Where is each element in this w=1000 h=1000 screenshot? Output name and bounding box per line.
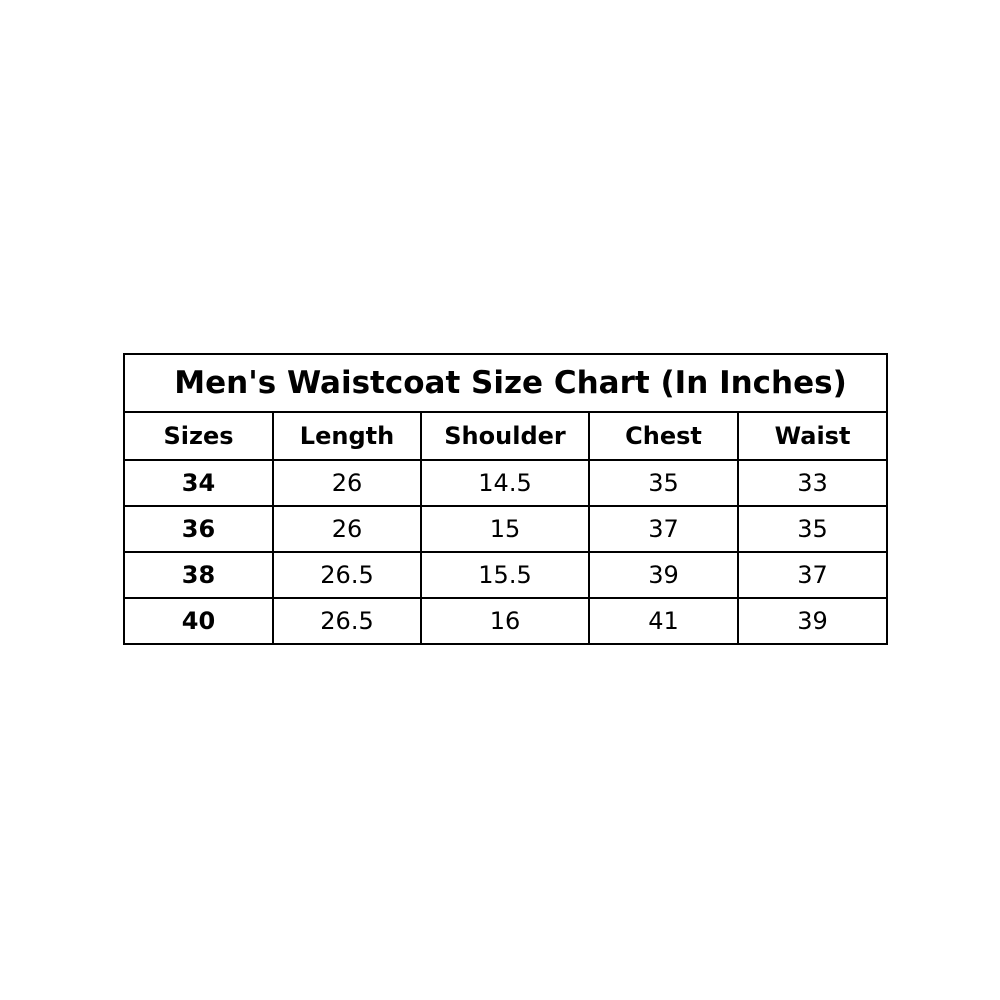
cell-size: 40: [123, 597, 274, 645]
cell-size: 38: [123, 551, 274, 599]
cell-waist: 35: [736, 505, 889, 553]
cell-waist: 37: [736, 551, 889, 599]
table-row: 34 26 14.5 35 33: [123, 459, 889, 507]
size-chart-table: Men's Waistcoat Size Chart (In Inches) S…: [122, 353, 889, 645]
cell-waist: 39: [736, 597, 889, 645]
cell-chest: 41: [588, 597, 739, 645]
cell-length: 26.5: [272, 597, 422, 645]
cell-length: 26.5: [272, 551, 422, 599]
title-row: Men's Waistcoat Size Chart (In Inches): [122, 353, 889, 413]
table-row: 36 26 15 37 35: [123, 505, 889, 553]
cell-size: 36: [123, 505, 274, 553]
table-row: 40 26.5 16 41 39: [123, 597, 889, 645]
cell-shoulder: 15.5: [420, 551, 590, 599]
cell-length: 26: [272, 459, 422, 507]
table-row: 38 26.5 15.5 39 37: [123, 551, 889, 599]
header-waist: Waist: [736, 411, 889, 461]
cell-chest: 35: [588, 459, 739, 507]
cell-size: 34: [123, 459, 274, 507]
header-shoulder: Shoulder: [420, 411, 590, 461]
header-chest: Chest: [588, 411, 739, 461]
cell-shoulder: 15: [420, 505, 590, 553]
header-length: Length: [272, 411, 422, 461]
cell-length: 26: [272, 505, 422, 553]
cell-shoulder: 14.5: [420, 459, 590, 507]
cell-shoulder: 16: [420, 597, 590, 645]
header-row: Sizes Length Shoulder Chest Waist: [123, 411, 889, 461]
cell-chest: 39: [588, 551, 739, 599]
table-title: Men's Waistcoat Size Chart (In Inches): [122, 353, 889, 413]
cell-chest: 37: [588, 505, 739, 553]
header-sizes: Sizes: [123, 411, 274, 461]
cell-waist: 33: [736, 459, 889, 507]
